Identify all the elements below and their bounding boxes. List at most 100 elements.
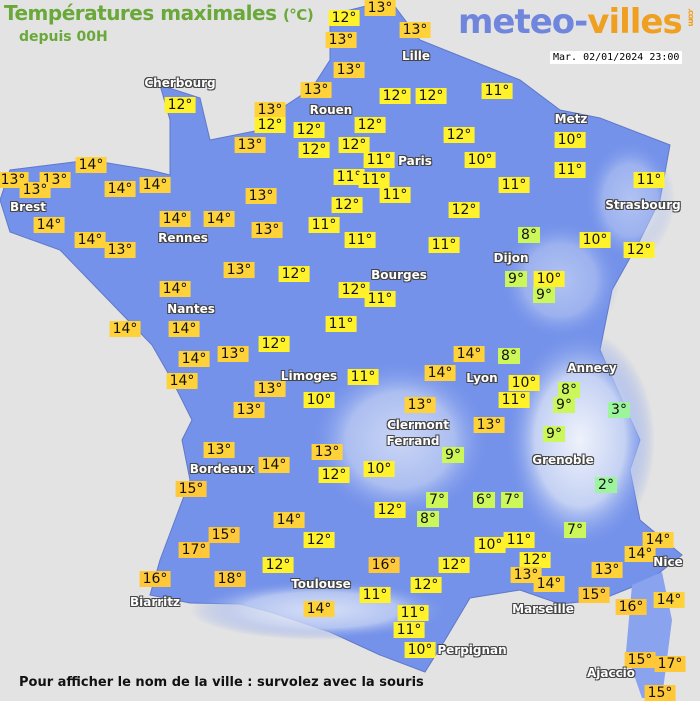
temperature-label[interactable]: 14° [453,346,485,362]
temperature-label[interactable]: 12° [338,137,370,153]
temperature-label[interactable]: 9° [543,426,565,442]
temperature-label[interactable]: 2° [595,477,617,493]
temperature-label[interactable]: 7° [501,492,523,508]
temperature-label[interactable]: 11° [363,152,395,168]
temperature-label[interactable]: 11° [397,605,429,621]
temperature-label[interactable]: 11° [503,532,535,548]
temperature-label[interactable]: 11° [633,172,665,188]
temperature-label[interactable]: 9° [553,397,575,413]
temperature-label[interactable]: 10° [474,537,506,553]
temperature-label[interactable]: 14° [166,373,198,389]
temperature-label[interactable]: 13° [245,188,277,204]
temperature-label[interactable]: 16° [139,571,171,587]
temperature-label[interactable]: 14° [624,546,656,562]
temperature-label[interactable]: 10° [363,461,395,477]
temperature-label[interactable]: 10° [464,152,496,168]
temperature-label[interactable]: 12° [374,502,406,518]
temperature-label[interactable]: 14° [33,217,65,233]
temperature-label[interactable]: 14° [533,576,565,592]
temperature-label[interactable]: 8° [417,511,439,527]
temperature-label[interactable]: 14° [273,512,305,528]
temperature-label[interactable]: 13° [311,444,343,460]
temperature-label[interactable]: 13° [233,402,265,418]
temperature-label[interactable]: 13° [333,62,365,78]
temperature-label[interactable]: 15° [644,685,676,701]
temperature-label[interactable]: 7° [426,492,448,508]
temperature-label[interactable]: 14° [168,321,200,337]
temperature-label[interactable]: 13° [254,381,286,397]
temperature-label[interactable]: 12° [262,557,294,573]
temperature-label[interactable]: 14° [203,211,235,227]
temperature-label[interactable]: 15° [624,652,656,668]
temperature-label[interactable]: 11° [333,169,365,185]
temperature-label[interactable]: 11° [393,622,425,638]
temperature-label[interactable]: 13° [364,0,396,16]
temperature-label[interactable]: 14° [159,281,191,297]
temperature-label[interactable]: 10° [404,642,436,658]
temperature-label[interactable]: 16° [368,557,400,573]
temperature-label[interactable]: 13° [399,22,431,38]
temperature-label[interactable]: 15° [578,587,610,603]
temperature-label[interactable]: 3° [608,402,630,418]
temperature-label[interactable]: 12° [164,97,196,113]
temperature-label[interactable]: 7° [564,522,586,538]
temperature-label[interactable]: 11° [359,587,391,603]
temperature-label[interactable]: 14° [424,365,456,381]
temperature-label[interactable]: 12° [318,467,350,483]
temperature-label[interactable]: 13° [404,397,436,413]
temperature-label[interactable]: 14° [74,232,106,248]
temperature-label[interactable]: 14° [258,457,290,473]
temperature-label[interactable]: 10° [533,271,565,287]
temperature-label[interactable]: 14° [642,532,674,548]
temperature-label[interactable]: 10° [508,375,540,391]
temperature-label[interactable]: 17° [178,542,210,558]
temperature-label[interactable]: 14° [139,177,171,193]
temperature-label[interactable]: 15° [208,527,240,543]
temperature-label[interactable]: 11° [347,369,379,385]
temperature-label[interactable]: 13° [104,242,136,258]
temperature-label[interactable]: 10° [579,232,611,248]
temperature-label[interactable]: 8° [558,382,580,398]
temperature-label[interactable]: 13° [473,417,505,433]
temperature-label[interactable]: 11° [325,316,357,332]
temperature-label[interactable]: 12° [443,127,475,143]
temperature-label[interactable]: 12° [354,117,386,133]
temperature-label[interactable]: 12° [278,266,310,282]
temperature-label[interactable]: 13° [203,442,235,458]
temperature-label[interactable]: 12° [338,282,370,298]
temperature-label[interactable]: 9° [442,447,464,463]
temperature-label[interactable]: 12° [331,197,363,213]
meteo-villes-logo[interactable]: meteo-villes .com [458,2,696,42]
temperature-label[interactable]: 14° [159,211,191,227]
temperature-label[interactable]: 13° [234,137,266,153]
temperature-label[interactable]: 12° [415,88,447,104]
temperature-label[interactable]: 11° [428,237,460,253]
temperature-label[interactable]: 12° [379,88,411,104]
temperature-label[interactable]: 9° [533,287,555,303]
temperature-label[interactable]: 18° [214,571,246,587]
temperature-label[interactable]: 14° [653,592,685,608]
temperature-label[interactable]: 12° [410,577,442,593]
temperature-label[interactable]: 10° [303,392,335,408]
temperature-label[interactable]: 13° [254,102,286,118]
temperature-label[interactable]: 11° [498,177,530,193]
temperature-label[interactable]: 13° [325,32,357,48]
temperature-label[interactable]: 12° [623,242,655,258]
temperature-label[interactable]: 12° [258,336,290,352]
temperature-label[interactable]: 8° [498,348,520,364]
temperature-label[interactable]: 14° [178,351,210,367]
temperature-label[interactable]: 11° [364,291,396,307]
temperature-label[interactable]: 12° [448,202,480,218]
temperature-label[interactable]: 11° [308,217,340,233]
temperature-label[interactable]: 9° [505,271,527,287]
temperature-label[interactable]: 13° [300,82,332,98]
temperature-label[interactable]: 10° [554,132,586,148]
temperature-label[interactable]: 11° [481,83,513,99]
temperature-label[interactable]: 11° [498,392,530,408]
temperature-label[interactable]: 6° [473,492,495,508]
temperature-label[interactable]: 14° [109,321,141,337]
temperature-label[interactable]: 13° [19,182,51,198]
temperature-label[interactable]: 11° [358,172,390,188]
temperature-label[interactable]: 8° [518,227,540,243]
temperature-label[interactable]: 13° [217,346,249,362]
